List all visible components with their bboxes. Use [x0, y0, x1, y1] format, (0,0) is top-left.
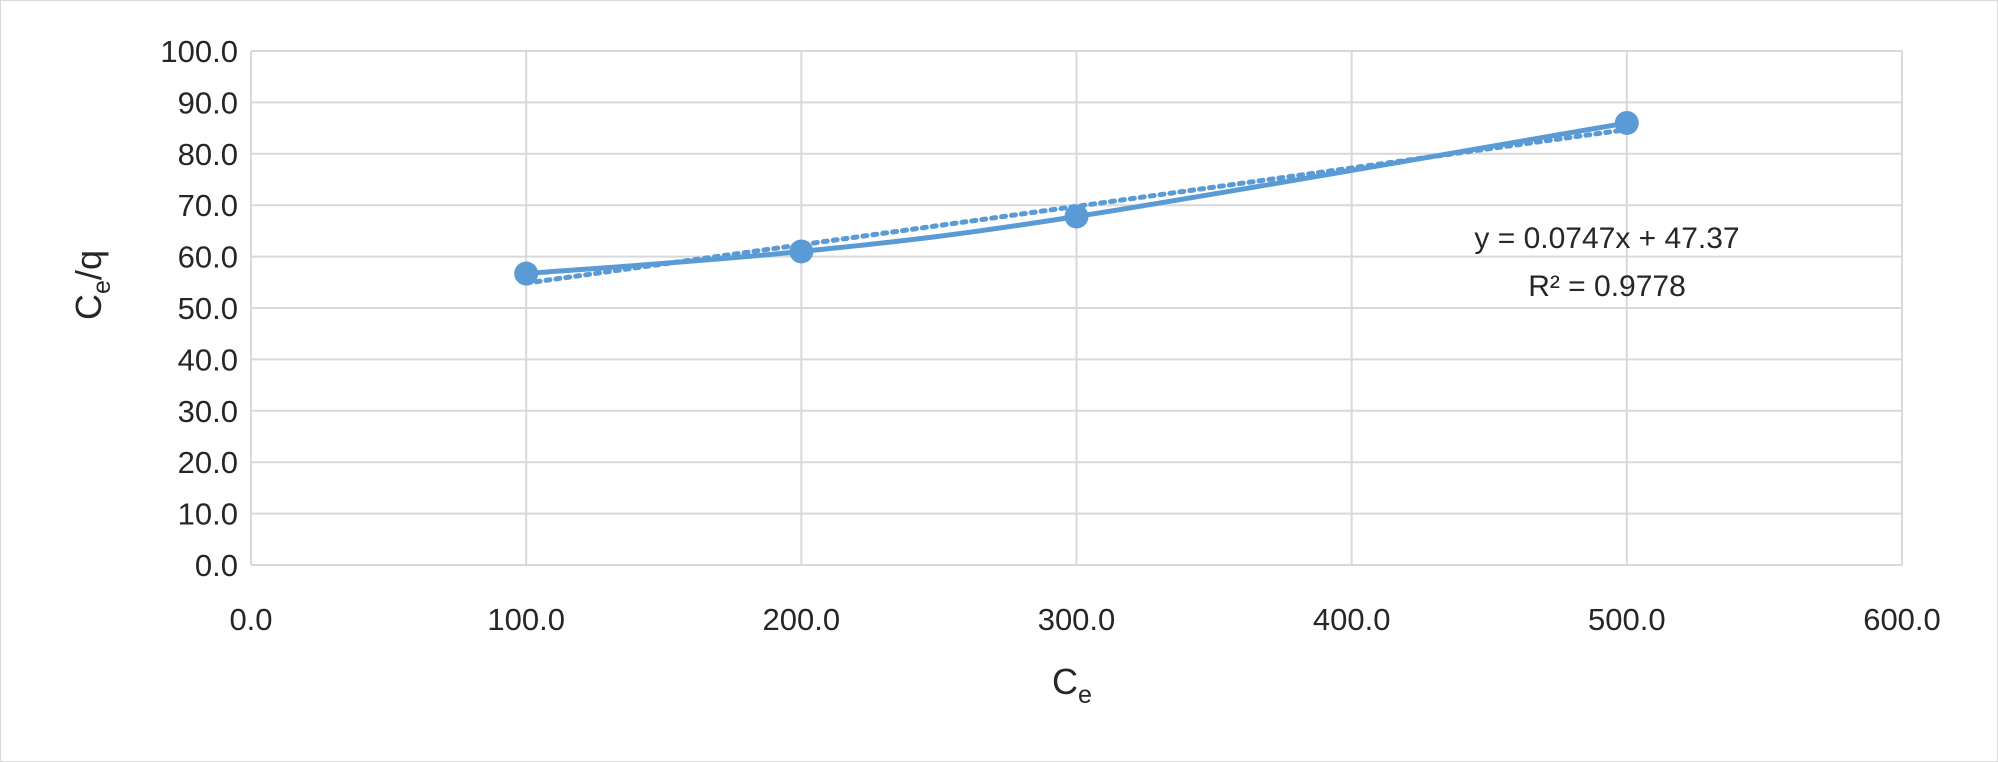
- grid-layer: [250, 50, 1903, 566]
- y-tick-label: 100.0: [160, 34, 238, 69]
- tick-label-layer: 0.0 10.0 20.0 30.0 40.0 50.0 60.0 70.0 80.0 90.0 1…: [160, 34, 1940, 637]
- x-axis-title-subscript: e: [1078, 681, 1092, 709]
- data-point: [1064, 204, 1089, 229]
- y-tick-label: 50.0: [178, 291, 238, 326]
- trendline-r2-label: R² = 0.9778: [1528, 270, 1686, 303]
- trendline-equation-label: y = 0.0747x + 47.37: [1474, 222, 1739, 255]
- data-point: [789, 239, 814, 264]
- series-layer: [514, 110, 1639, 286]
- y-tick-label: 90.0: [178, 85, 238, 120]
- y-axis-title: Ce/q: [68, 250, 116, 320]
- y-axis-title-rest: /q: [68, 250, 109, 280]
- data-point: [1614, 110, 1639, 135]
- x-tick-label: 500.0: [1588, 602, 1666, 637]
- x-tick-label: 100.0: [487, 602, 565, 637]
- y-tick-label: 70.0: [178, 188, 238, 223]
- y-axis-title-main: C: [68, 294, 109, 320]
- x-axis-title: Ce: [1052, 661, 1092, 709]
- y-axis-title-subscript: e: [88, 280, 116, 294]
- y-tick-label: 10.0: [178, 497, 238, 532]
- x-tick-label: 400.0: [1313, 602, 1391, 637]
- series-line: [523, 120, 1630, 277]
- y-tick-label: 20.0: [178, 445, 238, 480]
- y-tick-label: 40.0: [178, 342, 238, 377]
- x-axis-title-main: C: [1052, 661, 1078, 702]
- y-tick-label: 30.0: [178, 394, 238, 429]
- y-tick-label: 80.0: [178, 137, 238, 172]
- y-tick-label: 60.0: [178, 240, 238, 275]
- y-tick-label: 0.0: [195, 548, 238, 583]
- x-tick-label: 600.0: [1863, 602, 1941, 637]
- x-tick-label: 0.0: [229, 602, 272, 637]
- x-tick-label: 200.0: [763, 602, 841, 637]
- data-point: [514, 261, 539, 286]
- x-tick-label: 300.0: [1038, 602, 1116, 637]
